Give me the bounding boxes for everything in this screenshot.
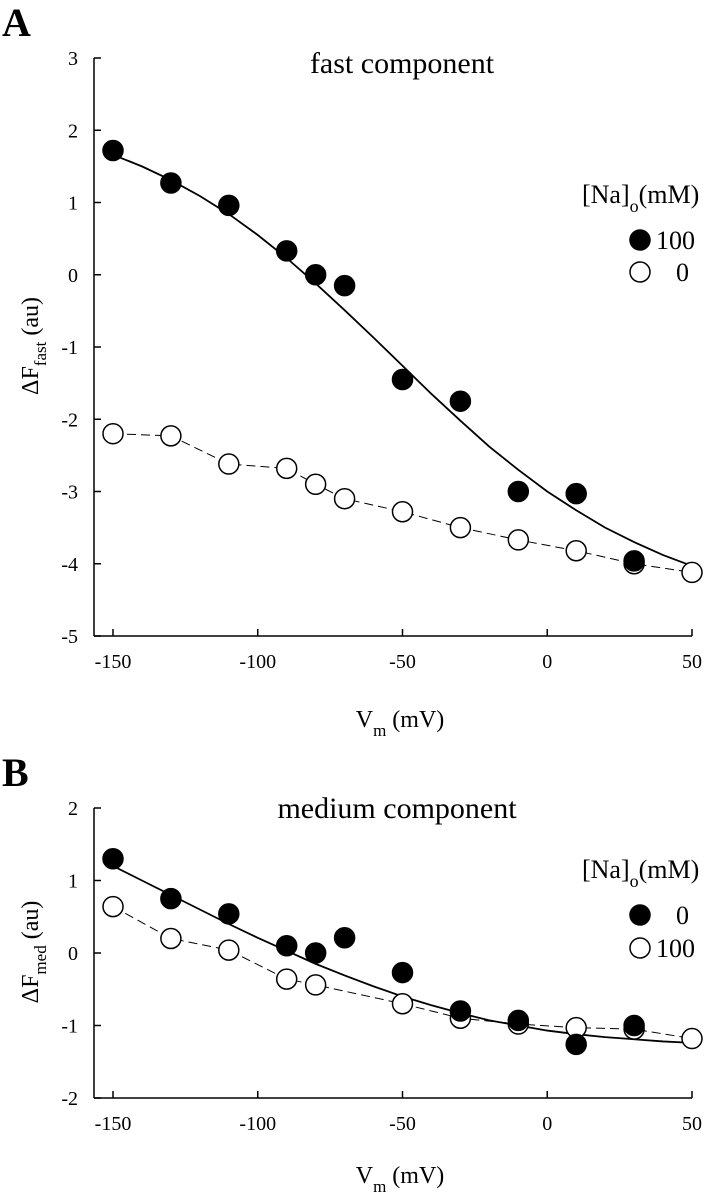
panel-a-legend-marker-open [629, 261, 651, 283]
panel-a-filled-point [160, 172, 182, 194]
panel-b-open-point [160, 927, 182, 950]
panel-b-filled-point [160, 887, 182, 910]
panel-a-title: fast component [310, 47, 495, 80]
panel-b-open-point [275, 968, 298, 990]
panel-a-y-tick-label: -5 [61, 626, 78, 648]
panel-b-y-ticks: -2 -1 0 1 2 [61, 798, 101, 1110]
panel-b-y-tick-label: 1 [68, 871, 78, 893]
panel-a-filled-point [333, 274, 356, 297]
panel-b-legend-marker-open [629, 937, 651, 959]
panel-a-legend-title: [Na]o(mM) [582, 180, 699, 216]
panel-a-x-tick-label: -150 [95, 651, 132, 673]
panel-a-legend-marker-filled [629, 229, 651, 251]
panel-a-y-tick-label: 3 [68, 48, 78, 70]
panel-a: A fast component -5 -4 -3 -2 -1 0 1 2 3 -150 -100… [2, 0, 703, 740]
panel-b-y-tick-label: -2 [61, 1088, 78, 1110]
panel-a-open-point [160, 425, 182, 447]
panel-b-points-layer [102, 848, 703, 1056]
panel-b-filled-point [304, 942, 327, 964]
panel-b-title: medium component [277, 792, 517, 825]
panel-b-open-point [391, 993, 414, 1015]
panel-a-y-tick-label: 1 [68, 193, 78, 215]
panel-b-filled-point [333, 927, 356, 949]
panel-a-open-point [218, 453, 240, 475]
panel-b-open-point [304, 974, 327, 996]
panel-a-x-tick-label: -50 [389, 651, 416, 673]
panel-a-filled-point [565, 482, 587, 505]
panel-a-y-tick-label: -4 [61, 554, 78, 576]
panel-a-y-ticks: -5 -4 -3 -2 -1 0 1 2 3 [61, 48, 101, 648]
panel-b-legend-marker-filled [629, 904, 651, 926]
panel-b-label: B [2, 750, 29, 795]
panel-a-x-label: Vm (mV) [356, 707, 445, 740]
panel-a-filled-point [623, 550, 645, 572]
panel-b-x-tick-label: 50 [682, 1113, 702, 1135]
panel-b-y-tick-label: -1 [61, 1016, 78, 1038]
panel-a-filled-point [507, 480, 530, 503]
panel-b-legend: [Na]o(mM) 0 100 [582, 855, 699, 963]
panel-b-fit-layer [112, 865, 693, 1044]
panel-b-legend-title: [Na]o(mM) [582, 855, 699, 891]
panel-b-open-point [102, 895, 124, 918]
panel-b-legend-label-1: 100 [656, 934, 695, 963]
panel-a-fit-curve [112, 153, 693, 567]
panel-a-open-point [102, 422, 124, 445]
panel-a-open-point [681, 561, 703, 584]
panel-b-open-point [218, 939, 240, 961]
panel-a-y-tick-label: -3 [61, 482, 78, 504]
panel-b-filled-point [507, 1009, 530, 1032]
panel-b-fit-curve [112, 865, 693, 1044]
panel-a-open-point [507, 529, 530, 551]
panel-a-y-tick-label: 0 [68, 265, 78, 287]
panel-b-filled-point [275, 935, 298, 957]
panel-b-x-tick-label: 0 [542, 1113, 552, 1135]
panel-a-y-label: ΔFfast (au) [18, 297, 50, 395]
panel-a-legend-label-0: 100 [656, 226, 695, 255]
panel-a-open-point [333, 487, 356, 510]
panel-a-fit-layer [112, 153, 693, 567]
panel-b: B medium component -2 -1 0 1 2 -150 -100 -50 0 5… [2, 750, 703, 1196]
panel-b-x-tick-label: -150 [95, 1113, 132, 1135]
panel-a-y-tick-label: -2 [61, 409, 78, 431]
panel-b-y-tick-label: 0 [68, 943, 78, 965]
panel-a-open-point [565, 539, 587, 562]
panel-a-filled-point [449, 390, 472, 412]
panel-b-x-tick-label: -100 [239, 1113, 276, 1135]
panel-a-x-tick-label: 50 [682, 651, 702, 673]
panel-a-y-tick-label: -1 [61, 337, 78, 359]
panel-b-x-tick-label: -50 [389, 1113, 416, 1135]
panel-b-y-tick-label: 2 [68, 798, 78, 820]
panel-a-y-tick-label: 2 [68, 120, 78, 142]
panel-a-filled-point [391, 368, 414, 391]
panel-b-x-ticks: -150 -100 -50 0 50 [95, 1091, 702, 1135]
panel-b-filled-point [623, 1014, 645, 1037]
panel-a-x-tick-label: -100 [239, 651, 276, 673]
panel-a-filled-point [102, 139, 124, 162]
panel-a-points-layer [102, 139, 703, 584]
panel-b-legend-label-0: 0 [676, 901, 689, 930]
panel-b-y-label: ΔFmed (au) [18, 901, 50, 1004]
panel-b-filled-point [102, 848, 124, 870]
panel-a-x-tick-label: 0 [542, 651, 552, 673]
panel-a-x-ticks: -150 -100 -50 0 50 [95, 629, 702, 673]
panel-b-x-label: Vm (mV) [356, 1163, 445, 1196]
panel-a-label: A [2, 0, 31, 45]
panel-a-open-point [449, 516, 472, 539]
panel-a-filled-point [218, 194, 240, 217]
panel-b-filled-point [449, 1000, 472, 1022]
panel-a-filled-point [304, 264, 327, 286]
panel-a-legend-label-1: 0 [676, 258, 689, 287]
panel-b-filled-point [565, 1033, 587, 1056]
panel-a-legend: [Na]o(mM) 100 0 [582, 180, 699, 287]
panel-a-open-point [391, 500, 414, 523]
panel-b-filled-point [391, 961, 414, 984]
panel-b-filled-point [218, 903, 240, 925]
panel-b-open-point [681, 1027, 703, 1050]
panel-a-open-point [275, 457, 298, 480]
panel-a-filled-point [275, 240, 298, 262]
panel-a-open-point [304, 473, 327, 496]
